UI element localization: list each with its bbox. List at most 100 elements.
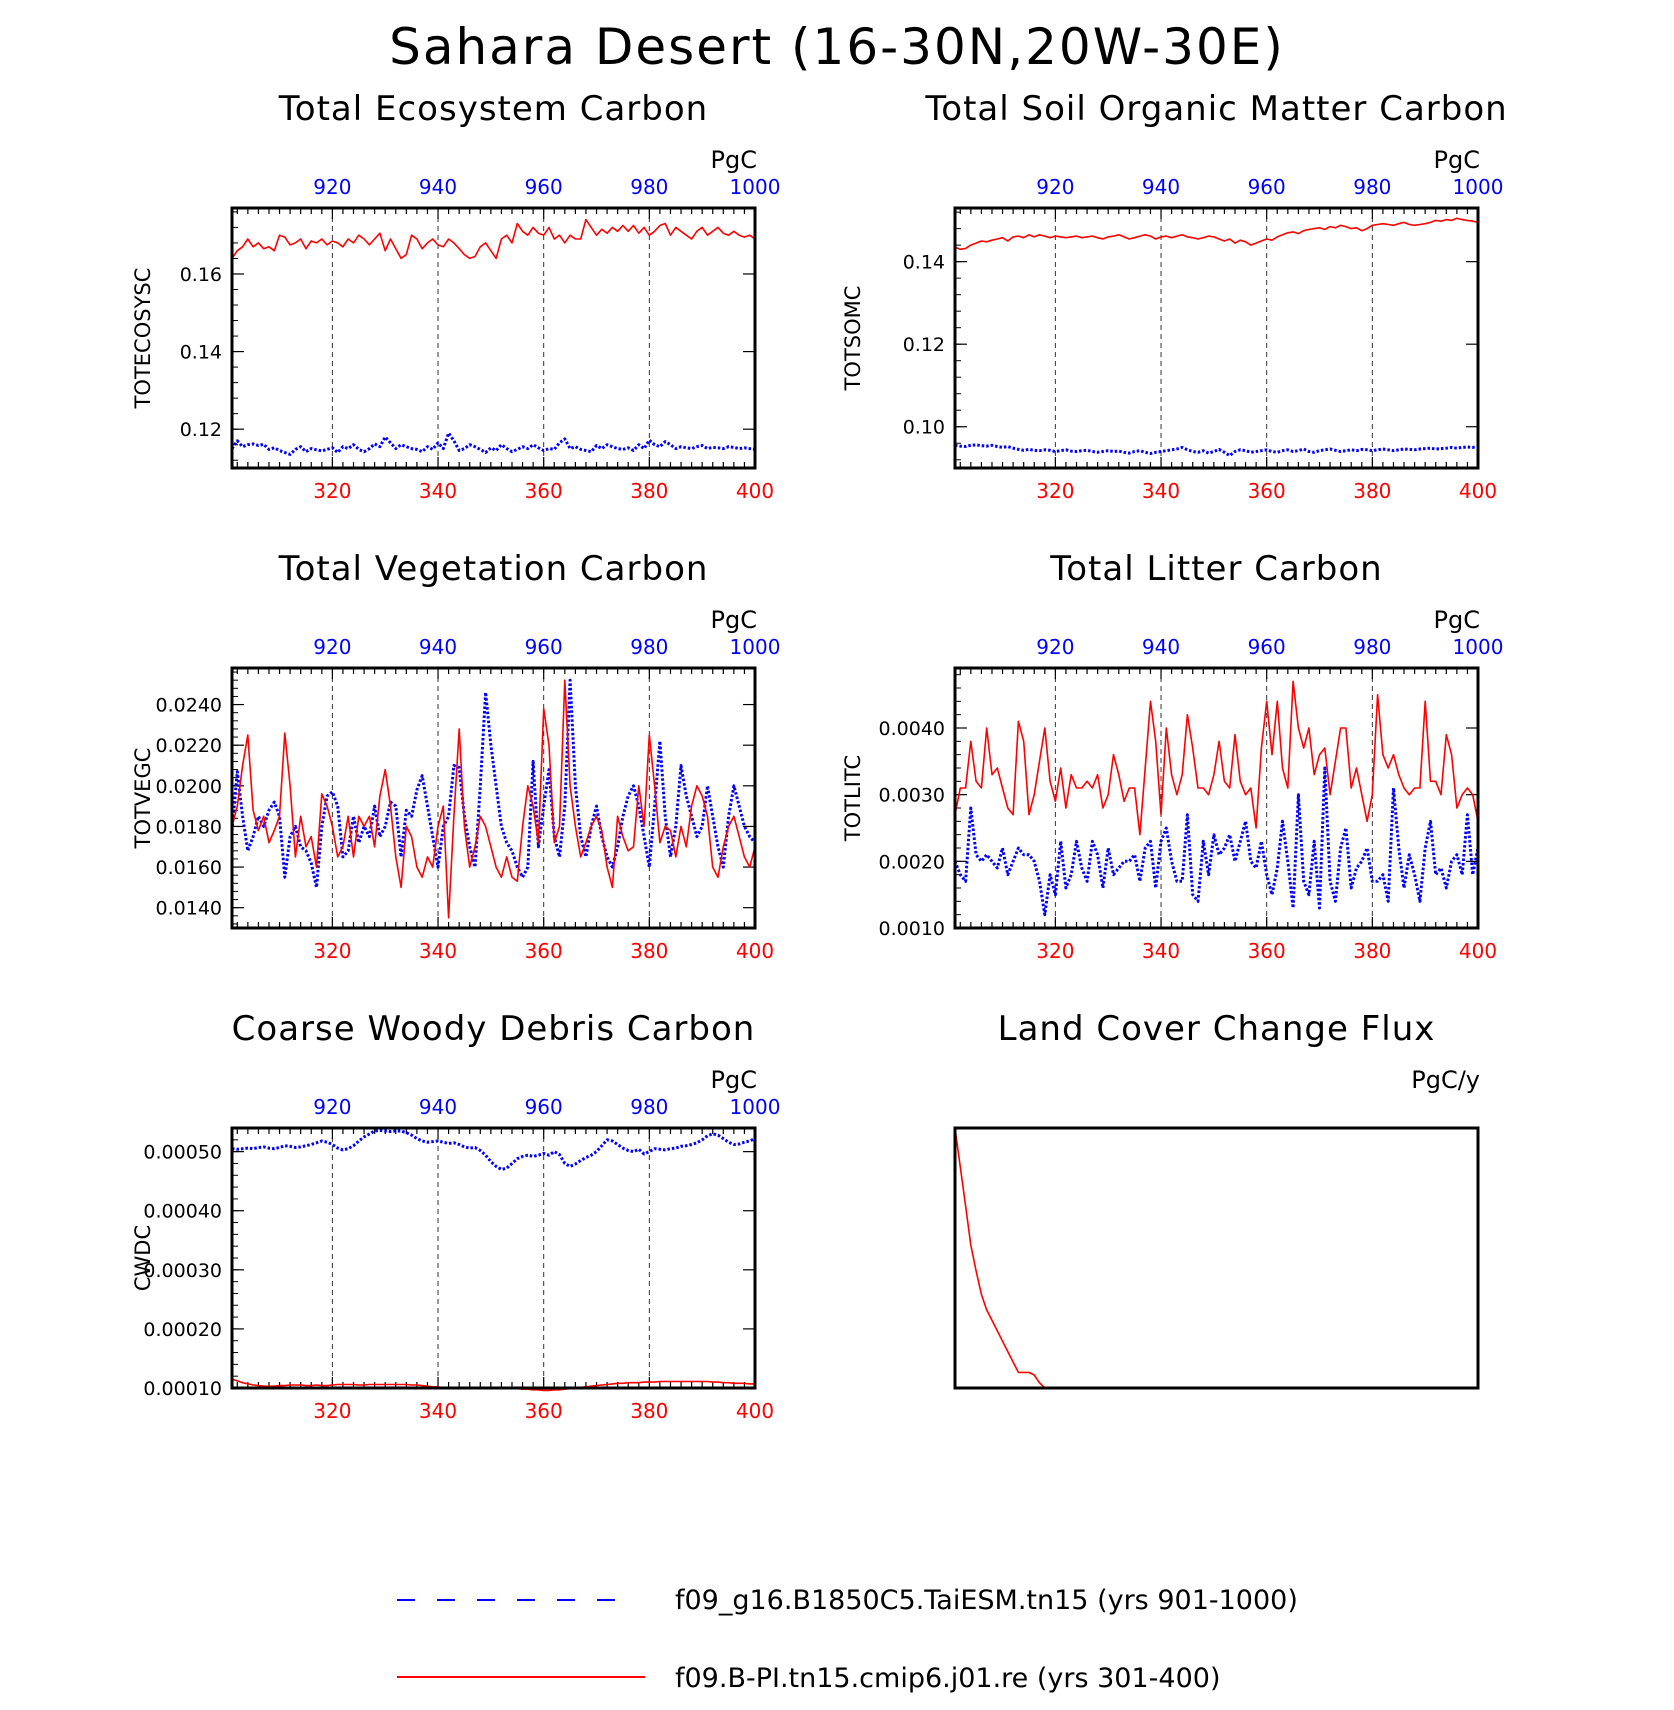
x-tick-label-top: 980 <box>1353 175 1391 199</box>
x-tick-label-bottom: 320 <box>1036 939 1074 963</box>
x-tick-label-top: 940 <box>419 635 457 659</box>
series-line-taiesm <box>230 431 756 456</box>
y-tick-label: 0.00010 <box>143 1378 222 1400</box>
x-tick-label-bottom: 400 <box>736 1399 774 1423</box>
series-line-cmip6 <box>954 217 1479 251</box>
x-tick-label-bottom: 380 <box>1353 479 1391 503</box>
y-axis-label: TOTVEGC <box>131 748 155 850</box>
chart-title: Total Vegetation Carbon <box>278 549 709 589</box>
x-tick-label-top: 920 <box>313 635 351 659</box>
y-tick-label: 0.0010 <box>879 918 945 940</box>
x-tick-label-top: 960 <box>525 635 563 659</box>
chart-svg: Coarse Woody Debris Carbon PgC 320 340 360 38… <box>131 1009 781 1423</box>
x-tick-label-top: 1000 <box>730 1095 781 1119</box>
y-tick-label: 0.0160 <box>156 857 222 879</box>
y-axis-label: TOTECOSYSC <box>131 268 155 410</box>
y-tick-label: 0.10 <box>903 417 945 439</box>
chart-svg: Total Litter Carbon PgC 320 340 360 380 400 920… <box>841 549 1504 963</box>
unit-label: PgC <box>711 606 757 634</box>
x-tick-label-bottom: 380 <box>630 479 668 503</box>
x-tick-label-top: 920 <box>1036 175 1074 199</box>
x-tick-label-bottom: 320 <box>313 939 351 963</box>
y-tick-label: 0.0030 <box>879 785 945 807</box>
chart-title: Coarse Woody Debris Carbon <box>232 1009 756 1049</box>
x-tick-label-bottom: 400 <box>1459 939 1497 963</box>
chart-title: Total Soil Organic Matter Carbon <box>924 89 1507 129</box>
x-tick-label-top: 1000 <box>730 635 781 659</box>
x-tick-label-top: 940 <box>419 175 457 199</box>
x-tick-label-top: 940 <box>1142 635 1180 659</box>
y-tick-label: 0.0240 <box>156 695 222 717</box>
x-tick-label-bottom: 320 <box>313 479 351 503</box>
series-line-cmip6 <box>954 680 1479 836</box>
x-tick-label-bottom: 340 <box>1142 939 1180 963</box>
x-tick-label-bottom: 340 <box>1142 479 1180 503</box>
plot-frame <box>230 666 757 930</box>
series-line-taiesm <box>953 766 1480 917</box>
x-tick-label-bottom: 320 <box>1036 479 1074 503</box>
chart-svg: Total Soil Organic Matter Carbon PgC 320 34… <box>841 89 1507 503</box>
y-tick-label: 0.12 <box>180 419 222 441</box>
unit-label: PgC <box>1434 146 1480 174</box>
x-tick-label-top: 920 <box>313 1095 351 1119</box>
x-tick-label-top: 940 <box>1142 175 1180 199</box>
y-tick-label: 0.00020 <box>143 1319 222 1341</box>
x-tick-label-bottom: 360 <box>525 1399 563 1423</box>
y-tick-label: 0.00050 <box>143 1142 222 1164</box>
y-tick-label: 0.14 <box>903 252 945 274</box>
x-tick-label-top: 960 <box>1248 175 1286 199</box>
x-tick-label-bottom: 340 <box>419 1399 457 1423</box>
x-tick-label-top: 960 <box>525 175 563 199</box>
x-tick-label-bottom: 380 <box>630 939 668 963</box>
y-axis-label: TOTSOMC <box>841 286 865 392</box>
x-tick-label-bottom: 360 <box>1248 479 1286 503</box>
panel-total-soil-organic-matter-carbon: Total Soil Organic Matter Carbon PgC 320 34… <box>803 89 1603 565</box>
panel-total-vegetation-carbon: Total Vegetation Carbon PgC 320 340 360 380 40… <box>80 549 880 1025</box>
x-tick-label-top: 980 <box>630 175 668 199</box>
series-line-cmip6 <box>231 679 756 919</box>
x-tick-label-bottom: 400 <box>736 479 774 503</box>
unit-label: PgC <box>711 1066 757 1094</box>
y-axis-label: CWDC <box>131 1225 155 1291</box>
series-line-taiesm <box>954 443 1479 458</box>
x-tick-label-bottom: 360 <box>525 939 563 963</box>
x-tick-label-bottom: 360 <box>525 479 563 503</box>
unit-label: PgC <box>1434 606 1480 634</box>
x-tick-label-bottom: 360 <box>1248 939 1286 963</box>
series-line-taiesm <box>230 678 757 889</box>
x-tick-label-bottom: 380 <box>1353 939 1391 963</box>
chart-title: Total Litter Carbon <box>1049 549 1382 589</box>
y-tick-label: 0.00040 <box>143 1201 222 1223</box>
x-tick-label-top: 960 <box>525 1095 563 1119</box>
x-tick-label-top: 1000 <box>1453 175 1504 199</box>
x-tick-label-bottom: 380 <box>630 1399 668 1423</box>
x-tick-label-top: 920 <box>1036 635 1074 659</box>
panel-total-litter-carbon: Total Litter Carbon PgC 320 340 360 380 400 920… <box>803 549 1603 1025</box>
y-tick-label: 0.0200 <box>156 776 222 798</box>
x-tick-label-top: 1000 <box>730 175 781 199</box>
x-tick-label-bottom: 320 <box>313 1399 351 1423</box>
x-tick-label-top: 940 <box>419 1095 457 1119</box>
y-tick-label: 0.16 <box>180 264 222 286</box>
x-tick-label-top: 980 <box>630 1095 668 1119</box>
y-tick-label: 0.0140 <box>156 898 222 920</box>
x-tick-label-bottom: 340 <box>419 939 457 963</box>
x-tick-label-top: 980 <box>1353 635 1391 659</box>
y-tick-label: 0.0180 <box>156 816 222 838</box>
series-line-taiesm <box>231 1128 756 1171</box>
figure-title: Sahara Desert (16-30N,20W-30E) <box>389 18 1285 76</box>
y-tick-label: 0.12 <box>903 334 945 356</box>
x-tick-label-top: 920 <box>313 175 351 199</box>
x-tick-label-top: 1000 <box>1453 635 1504 659</box>
plot-frame <box>953 1126 1480 1390</box>
plot-frame <box>953 206 1480 470</box>
legend: f09_g16.B1850C5.TaiESM.tn15 (yrs 901-100… <box>0 1560 1674 1700</box>
plot-frame <box>953 666 1480 930</box>
panel-land-cover-change-flux: Land Cover Change Flux PgC/y <box>803 1009 1603 1485</box>
y-tick-label: 0.00030 <box>143 1260 222 1282</box>
x-tick-label-top: 960 <box>1248 635 1286 659</box>
y-axis-label: TOTLITC <box>841 755 865 842</box>
panel-total-ecosystem-carbon: Total Ecosystem Carbon PgC 320 340 360 380 400… <box>80 89 880 565</box>
